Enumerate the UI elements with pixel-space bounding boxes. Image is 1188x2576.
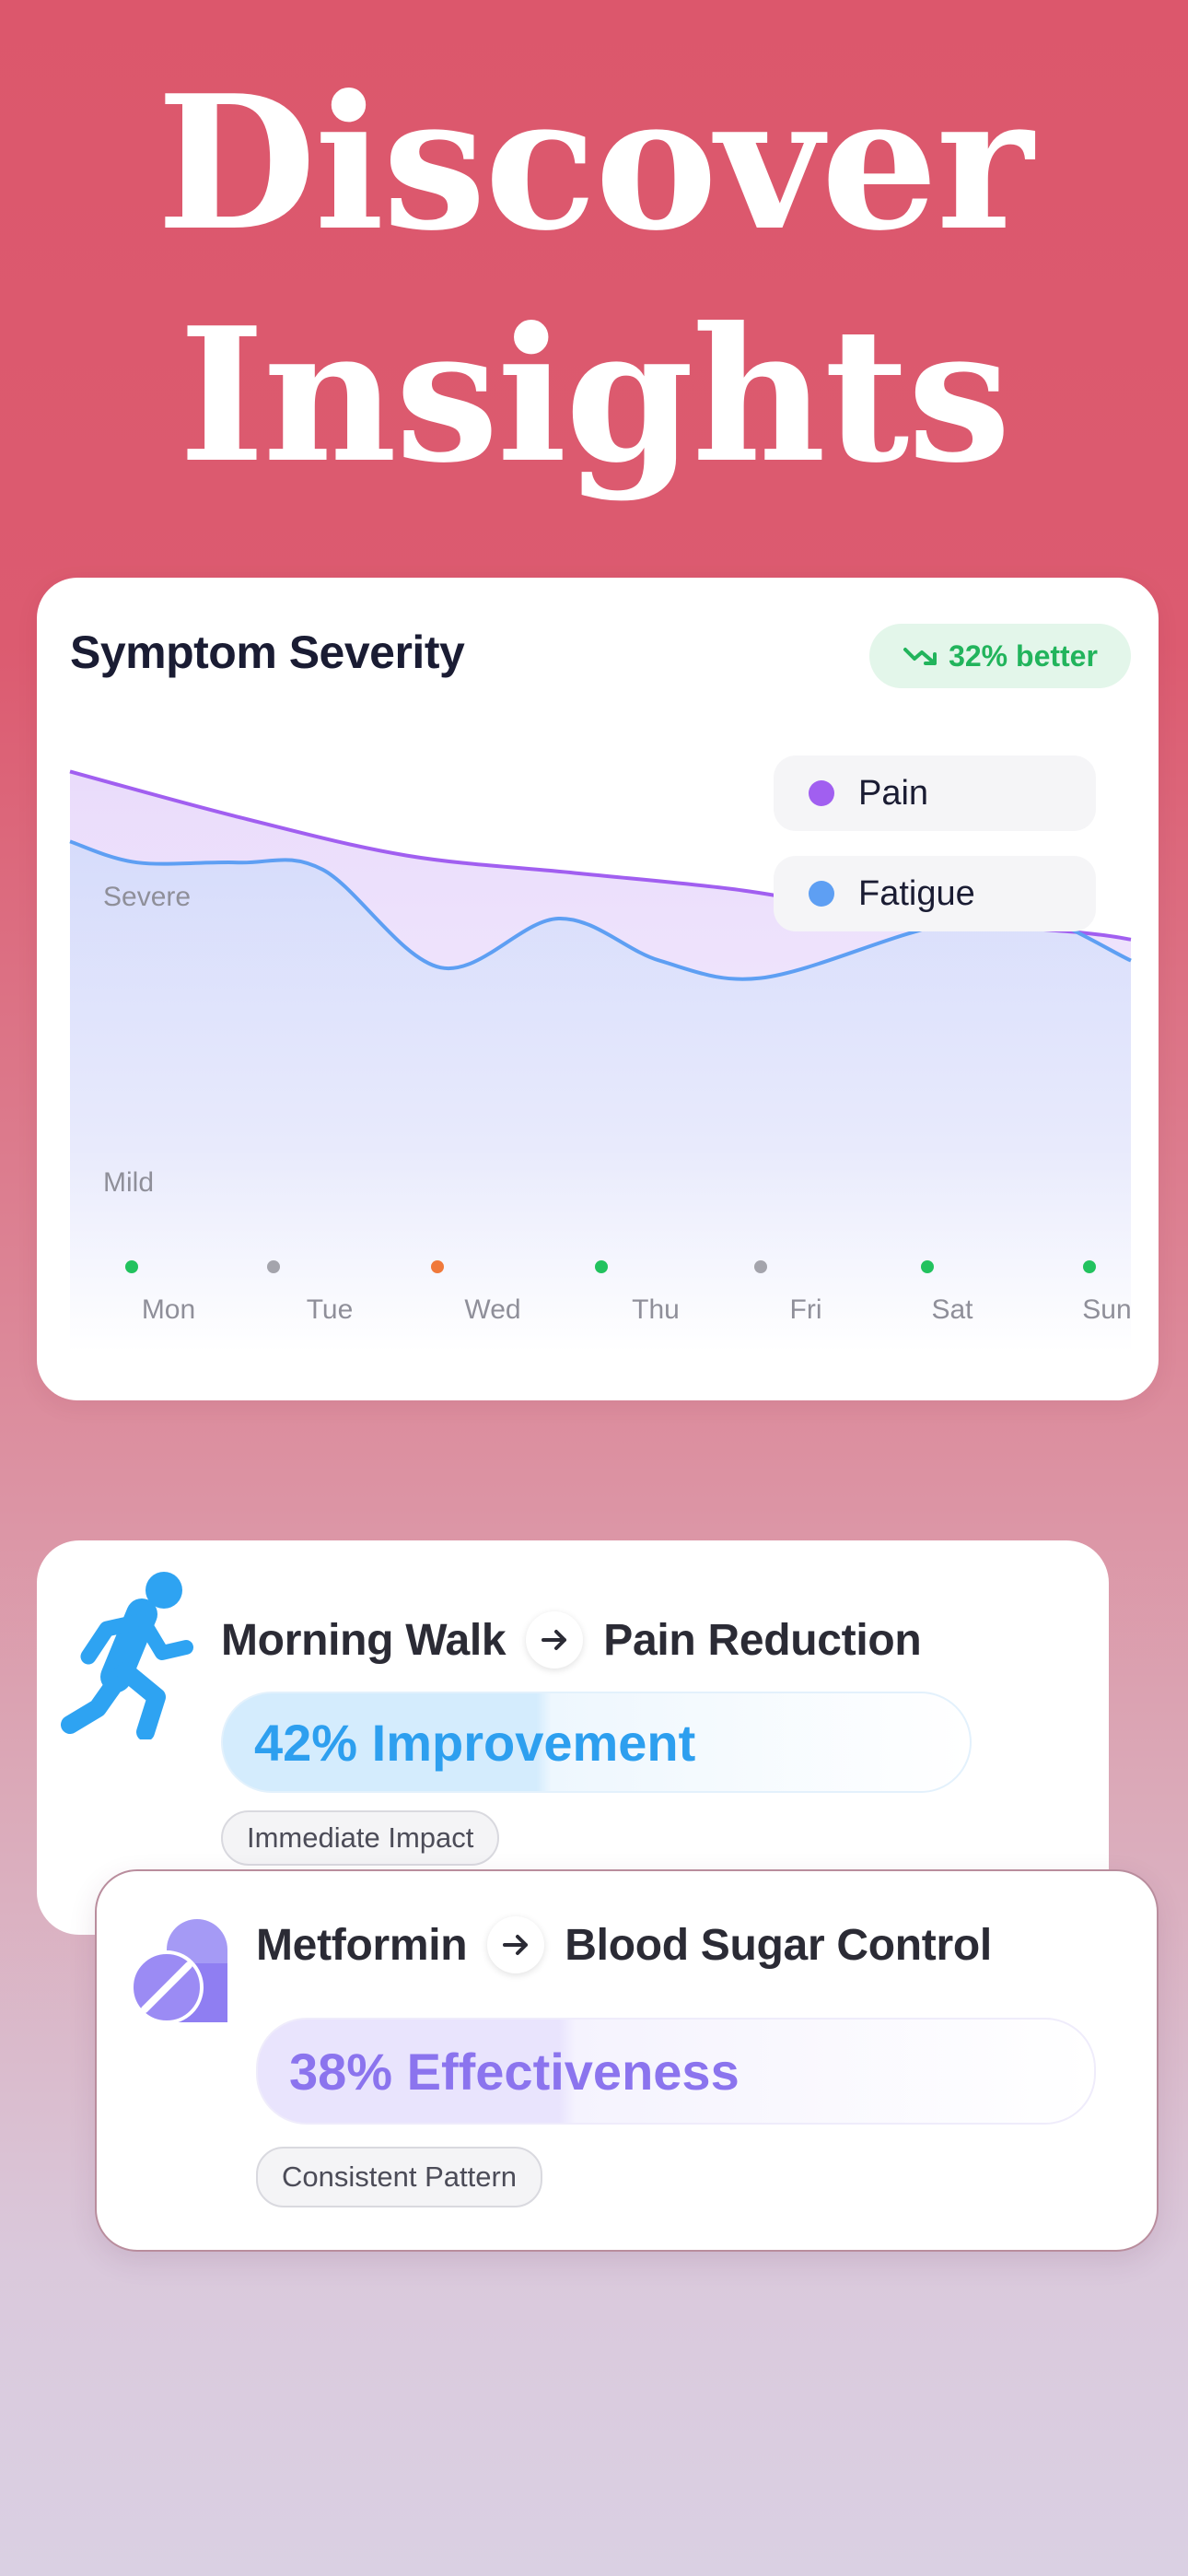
day-status-dot-thu bbox=[595, 1260, 608, 1273]
trending-down-icon bbox=[903, 648, 938, 665]
legend-label-pain: Pain bbox=[858, 773, 929, 813]
chart-title: Symptom Severity bbox=[70, 626, 465, 678]
arrow-right-icon bbox=[526, 1611, 584, 1669]
symptom-chart: Mon Tue Wed Thu Fri Sat Sun bbox=[69, 769, 1132, 1352]
insight-card-metformin[interactable]: Metformin Blood Sugar Control 38% Effect… bbox=[95, 1869, 1159, 2252]
fatigue-dot-icon bbox=[809, 881, 834, 907]
legend-item-fatigue[interactable]: Fatigue bbox=[774, 856, 1096, 931]
day-status-dot-fri bbox=[754, 1260, 767, 1273]
day-status-dot-mon bbox=[125, 1260, 138, 1273]
insight-1-tag: Immediate Impact bbox=[221, 1810, 500, 1866]
insight-1-metric: 42% Improvement bbox=[221, 1692, 972, 1793]
y-label-severe: Severe bbox=[103, 882, 192, 912]
day-status-dot-sun bbox=[1083, 1260, 1096, 1273]
pill-icon bbox=[130, 1919, 227, 2024]
hero-title-line-1: Discover bbox=[156, 55, 1033, 272]
day-status-dot-sat bbox=[921, 1260, 934, 1273]
hero-title-line-2: Insights bbox=[179, 287, 1011, 504]
legend-label-fatigue: Fatigue bbox=[858, 873, 975, 913]
x-tick-label-sun: Sun bbox=[1082, 1294, 1131, 1325]
insight-2-tag: Consistent Pattern bbox=[256, 2147, 543, 2207]
badge-label: 32% better bbox=[949, 638, 1098, 673]
insight-1-title: Morning Walk Pain Reduction bbox=[221, 1611, 922, 1669]
series-area-fatigue bbox=[70, 841, 1131, 1352]
day-status-dot-wed bbox=[431, 1260, 444, 1273]
insight-1-effect: Pain Reduction bbox=[603, 1615, 922, 1665]
day-status-dot-tue bbox=[267, 1260, 280, 1273]
arrow-right-icon bbox=[487, 1916, 545, 1973]
x-tick-label-mon: Mon bbox=[142, 1294, 195, 1325]
insight-2-title: Metformin Blood Sugar Control bbox=[256, 1916, 992, 1973]
symptom-severity-card: Mon Tue Wed Thu Fri Sat Sun Symptom Severity 3… bbox=[37, 578, 1159, 1400]
insight-card-morning-walk[interactable]: Morning Walk Pain Reduction 42% Improvem… bbox=[37, 1540, 1109, 1935]
pain-dot-icon bbox=[809, 780, 834, 806]
insight-2-effect: Blood Sugar Control bbox=[565, 1920, 992, 1970]
x-tick-label-wed: Wed bbox=[464, 1294, 520, 1325]
insight-2-metric: 38% Effectiveness bbox=[256, 2018, 1096, 2125]
x-tick-label-sat: Sat bbox=[931, 1294, 973, 1325]
improvement-badge: 32% better bbox=[869, 624, 1131, 688]
insight-1-cause: Morning Walk bbox=[221, 1615, 507, 1665]
x-tick-label-fri: Fri bbox=[790, 1294, 822, 1325]
x-tick-label-tue: Tue bbox=[307, 1294, 354, 1325]
y-label-mild: Mild bbox=[103, 1167, 155, 1198]
running-icon bbox=[61, 1572, 193, 1739]
insight-2-cause: Metformin bbox=[256, 1920, 468, 1970]
hero-title: Discover Insights bbox=[0, 48, 1188, 512]
legend-item-pain[interactable]: Pain bbox=[774, 755, 1096, 831]
x-tick-label-thu: Thu bbox=[632, 1294, 680, 1325]
